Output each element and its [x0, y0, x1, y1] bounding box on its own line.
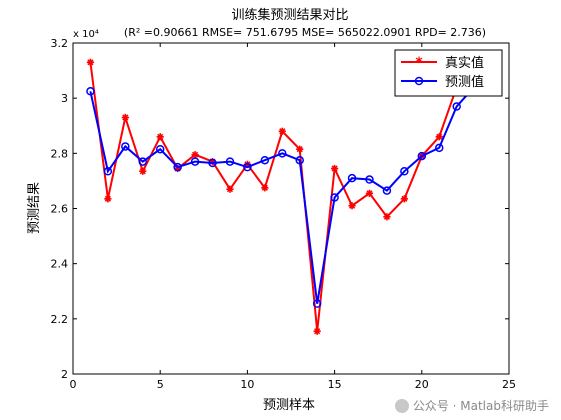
data-point-actual [348, 202, 356, 210]
data-point-predicted [382, 186, 392, 195]
data-point-predicted [103, 167, 113, 176]
legend-box [394, 49, 503, 97]
y-tick-label: 3.2 [51, 37, 69, 50]
x-tick-label: 20 [415, 378, 429, 391]
data-point-actual [331, 164, 339, 173]
y-tick-label: 3 [61, 92, 68, 105]
data-point-predicted [452, 102, 461, 111]
y-exponent-label: x 10⁴ [73, 29, 99, 40]
data-point-predicted [312, 299, 322, 308]
x-tick-label: 25 [502, 378, 516, 391]
data-point-actual [121, 113, 129, 122]
data-point-predicted [417, 151, 427, 161]
data-point-predicted [121, 142, 130, 151]
data-point-predicted [86, 87, 95, 96]
data-point-predicted [243, 162, 252, 172]
legend-marker-predicted [414, 76, 424, 86]
data-point-actual [86, 58, 95, 66]
data-point-predicted [260, 155, 270, 165]
data-point-predicted [295, 155, 304, 165]
legend: * 真实值 预测值 [394, 49, 503, 97]
data-point-predicted [155, 144, 165, 154]
data-point-predicted [365, 175, 374, 184]
x-tick-label: 0 [70, 378, 77, 391]
data-point-predicted [173, 162, 182, 172]
y-tick-label: 2.6 [51, 203, 69, 216]
legend-label-predicted: 预测值 [445, 74, 484, 90]
y-tick-label: 2.4 [51, 258, 69, 271]
data-point-predicted [278, 149, 287, 158]
data-point-predicted [225, 157, 235, 166]
data-point-actual [296, 145, 304, 153]
x-tick-label: 10 [240, 378, 254, 391]
chart-subtitle: (R² =0.90661 RMSE= 751.6795 MSE= 565022.… [124, 26, 486, 39]
x-tick-label: 5 [157, 378, 164, 391]
data-point-predicted [434, 143, 444, 153]
data-point-actual [156, 133, 164, 141]
data-point-actual [278, 127, 286, 135]
watermark-text: 公众号 · Matlab科研助手 [412, 399, 549, 413]
data-point-actual [261, 184, 269, 192]
data-point-actual [383, 213, 391, 221]
data-point-predicted [330, 193, 339, 202]
series-line-predicted [89, 86, 475, 304]
x-tick-label: 15 [328, 378, 342, 391]
data-point-predicted [138, 157, 148, 166]
data-point-actual [139, 167, 147, 175]
data-point-actual [365, 189, 374, 197]
chart-title: 训练集预测结果对比 [231, 7, 348, 23]
data-point-predicted [208, 158, 217, 168]
wechat-icon [394, 398, 409, 413]
x-axis-label: 预测样本 [263, 398, 315, 413]
data-point-actual [313, 327, 321, 335]
data-point-predicted [347, 173, 357, 183]
data-point-actual [104, 195, 112, 203]
y-axis-label: 预测结果 [27, 182, 42, 234]
legend-marker-actual: * [415, 55, 423, 71]
data-point-actual [191, 151, 199, 159]
legend-label-actual: 真实值 [445, 55, 484, 71]
watermark: 公众号 · Matlab科研助手 [394, 397, 549, 414]
data-point-actual [400, 195, 408, 203]
y-tick-label: 2.2 [51, 313, 69, 326]
y-tick-label: 2.8 [51, 147, 69, 160]
data-point-predicted [190, 157, 200, 166]
data-point-predicted [400, 167, 409, 176]
data-point-actual [435, 133, 443, 141]
data-point-actual [226, 185, 234, 193]
y-tick-label: 2 [61, 368, 68, 381]
